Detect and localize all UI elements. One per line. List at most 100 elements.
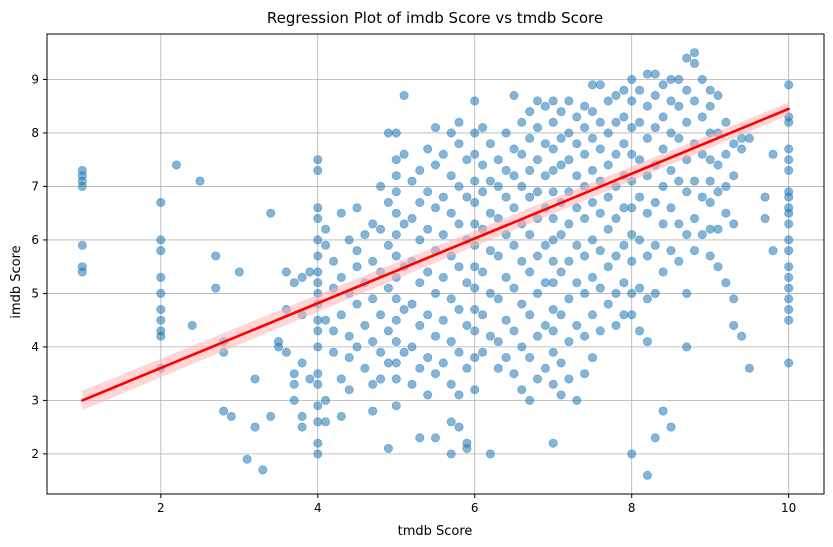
scatter-point: [666, 128, 676, 138]
scatter-point: [470, 262, 480, 272]
scatter-point: [501, 315, 511, 325]
y-tick-label: 3: [31, 393, 39, 407]
scatter-point: [540, 320, 550, 330]
scatter-point: [721, 278, 731, 288]
scatter-point: [619, 85, 629, 95]
scatter-point: [289, 369, 299, 379]
scatter-point: [313, 342, 323, 352]
scatter-point: [784, 155, 794, 165]
scatter-point: [784, 246, 794, 256]
scatter-point: [501, 353, 511, 363]
scatter-point: [548, 187, 558, 197]
scatter-point: [650, 91, 660, 101]
scatter-point: [603, 224, 613, 234]
scatter-point: [540, 363, 550, 373]
scatter-point: [705, 251, 715, 261]
scatter-point: [485, 246, 495, 256]
scatter-point: [493, 181, 503, 191]
scatter-point: [391, 171, 401, 181]
scatter-point: [391, 337, 401, 347]
scatter-point: [376, 224, 386, 234]
scatter-point: [658, 80, 668, 90]
scatter-point: [587, 310, 597, 320]
scatter-point: [391, 230, 401, 240]
scatter-point: [650, 69, 660, 79]
scatter-point: [211, 283, 221, 293]
scatter-point: [658, 112, 668, 122]
scatter-point: [611, 320, 621, 330]
scatter-point: [383, 198, 393, 208]
scatter-point: [525, 192, 535, 202]
scatter-point: [548, 278, 558, 288]
scatter-point: [580, 214, 590, 224]
scatter-point: [595, 144, 605, 154]
scatter-point: [423, 224, 433, 234]
scatter-point: [729, 139, 739, 149]
scatter-point: [407, 379, 417, 389]
scatter-point: [321, 240, 331, 250]
scatter-point: [540, 101, 550, 111]
scatter-point: [509, 91, 519, 101]
scatter-point: [682, 53, 692, 63]
scatter-point: [430, 123, 440, 133]
scatter-point: [674, 101, 684, 111]
scatter-point: [627, 310, 637, 320]
scatter-point: [509, 144, 519, 154]
scatter-point: [462, 443, 472, 453]
scatter-point: [156, 315, 166, 325]
scatter-point: [415, 165, 425, 175]
scatter-point: [635, 326, 645, 336]
scatter-point: [556, 358, 566, 368]
scatter-point: [548, 165, 558, 175]
scatter-point: [493, 363, 503, 373]
scatter-point: [721, 208, 731, 218]
scatter-point: [415, 320, 425, 330]
scatter-point: [611, 251, 621, 261]
scatter-point: [729, 171, 739, 181]
scatter-point: [580, 251, 590, 261]
scatter-point: [729, 320, 739, 330]
scatter-point: [666, 422, 676, 432]
scatter-point: [313, 369, 323, 379]
axis-ticks: 2 4 6 8 10 2 3 4 5 6 7 8 9: [31, 72, 796, 515]
scatter-point: [784, 294, 794, 304]
scatter-point: [321, 417, 331, 427]
scatter-point: [313, 203, 323, 213]
scatter-point: [682, 230, 692, 240]
scatter-point: [360, 320, 370, 330]
scatter-point: [219, 406, 229, 416]
scatter-point: [336, 374, 346, 384]
scatter-point: [509, 283, 519, 293]
scatter-point: [627, 123, 637, 133]
scatter-point: [501, 272, 511, 282]
scatter-point: [352, 299, 362, 309]
y-tick-label: 6: [31, 233, 39, 247]
scatter-point: [289, 395, 299, 405]
scatter-point: [415, 278, 425, 288]
scatter-point: [391, 358, 401, 368]
scatter-point: [438, 358, 448, 368]
scatter-point: [713, 91, 723, 101]
y-tick-label: 7: [31, 179, 39, 193]
scatter-point: [635, 235, 645, 245]
scatter-point: [689, 96, 699, 106]
scatter-point: [548, 347, 558, 357]
scatter-point: [532, 155, 542, 165]
scatter-point: [470, 198, 480, 208]
scatter-point: [525, 165, 535, 175]
scatter-point: [407, 299, 417, 309]
scatter-point: [784, 208, 794, 218]
scatter-point: [383, 443, 393, 453]
scatter-point: [760, 214, 770, 224]
scatter-point: [627, 149, 637, 159]
scatter-point: [454, 304, 464, 314]
scatter-point: [368, 406, 378, 416]
regression-line: [81, 107, 790, 402]
scatter-point: [470, 353, 480, 363]
scatter-point: [587, 235, 597, 245]
scatter-point: [580, 331, 590, 341]
scatter-point: [603, 160, 613, 170]
scatter-point: [587, 80, 597, 90]
scatter-point: [682, 85, 692, 95]
